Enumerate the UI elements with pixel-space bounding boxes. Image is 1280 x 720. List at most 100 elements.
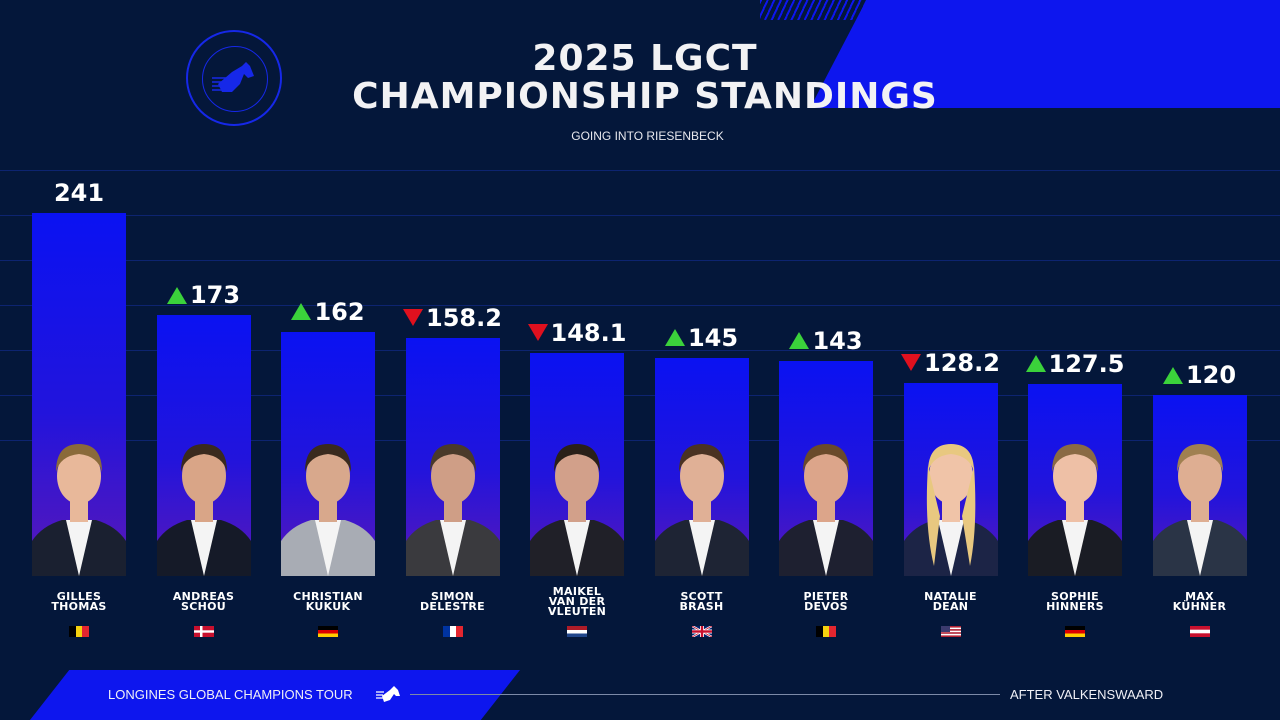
value-text: 120 <box>1185 361 1237 390</box>
footer-note: AFTER VALKENSWAARD <box>1010 687 1164 702</box>
flag-aut-icon <box>1189 626 1210 637</box>
value-label: 241 <box>54 179 104 207</box>
flag-ned-icon <box>567 626 587 637</box>
last-name: KUKUK <box>305 600 351 613</box>
value-label: 173 <box>166 281 241 310</box>
first-name: CHRISTIAN <box>293 590 363 603</box>
horse-icon <box>212 62 254 92</box>
bar-van-der-vleuten <box>530 352 624 576</box>
value-text: 148.1 <box>550 318 627 347</box>
rider-photo <box>156 443 251 576</box>
bar-delestre <box>405 337 500 576</box>
lgct-logo <box>186 30 282 126</box>
value-text: 162 <box>314 297 365 326</box>
trend-up-icon <box>664 329 685 347</box>
flag-usa-icon <box>940 626 961 637</box>
last-name: KÜHNER <box>1172 600 1227 613</box>
first-name: SOPHIE <box>1051 590 1099 603</box>
rider-photo <box>1028 443 1122 576</box>
rider-photo <box>903 443 998 576</box>
rider-name: ANDREAS SCHOU <box>144 591 264 613</box>
flag-gbr-icon <box>691 626 712 637</box>
last-name: DELESTRE <box>420 600 485 613</box>
trend-up-icon <box>291 303 312 321</box>
title-line-2: CHAMPIONSHIP STANDINGS <box>352 76 938 117</box>
value-text: 241 <box>53 179 105 207</box>
rider-name: PIETER DEVOS <box>766 590 886 613</box>
flag-fra-icon <box>442 626 463 637</box>
last-name: DEVOS <box>804 600 848 613</box>
bar-schou <box>156 315 251 576</box>
first-name: NATALIE <box>924 590 977 603</box>
bar-hinners <box>1028 383 1122 576</box>
trend-up-icon <box>1025 355 1046 373</box>
bar-thomas <box>32 213 126 576</box>
rider-photo <box>654 443 749 576</box>
trend-up-icon <box>1162 366 1183 384</box>
trend-up-icon <box>789 332 810 350</box>
trend-down-icon <box>901 354 922 372</box>
bar-brash <box>654 357 749 576</box>
flag-ger-icon <box>1065 626 1085 637</box>
value-text: 128.2 <box>924 348 1000 377</box>
rider-name: MAX KÜHNER <box>1140 590 1260 613</box>
gridline <box>0 440 1280 441</box>
flag-den-icon <box>193 626 214 637</box>
value-text: 173 <box>189 281 241 310</box>
footer-band <box>30 670 520 720</box>
rider-name: SIMON DELESTRE <box>393 590 513 613</box>
page-title: 2025 LGCT CHAMPIONSHIP STANDINGS <box>200 40 1090 116</box>
trend-down-icon <box>403 309 424 327</box>
bar-devos <box>779 360 873 576</box>
rider-name: NATALIE DEAN <box>891 590 1011 613</box>
header-stripes <box>760 0 1280 20</box>
rider-name: CHRISTIAN KUKUK <box>268 590 388 613</box>
bar-dean <box>903 382 998 576</box>
horse-icon <box>376 686 400 702</box>
trend-down-icon <box>527 324 548 342</box>
title-line-1: 2025 LGCT <box>532 38 758 79</box>
rider-photo <box>281 443 375 576</box>
last-name: VAN DER VLEUTEN <box>547 595 607 618</box>
gridline <box>0 305 1280 306</box>
rider-name: SCOTT BRASH <box>642 590 762 613</box>
rider-photo <box>405 443 500 576</box>
first-name: PIETER <box>803 590 849 603</box>
value-label: 120 <box>1162 361 1237 390</box>
first-name: GILLES <box>56 590 102 603</box>
value-text: 145 <box>687 323 739 352</box>
value-label: 158.2 <box>403 304 502 332</box>
last-name: BRASH <box>679 600 724 613</box>
value-text: 158.2 <box>426 303 502 332</box>
first-name: SIMON <box>430 590 475 603</box>
value-label: 128.2 <box>901 349 1000 377</box>
gridline <box>0 260 1280 261</box>
flag-bel-icon <box>816 626 836 637</box>
value-text: 143 <box>812 326 863 355</box>
value-label: 143 <box>789 326 863 355</box>
value-label: 162 <box>291 297 365 326</box>
rider-photo <box>530 443 624 576</box>
rider-name: SOPHIE HINNERS <box>1015 590 1135 613</box>
rider-photo <box>779 443 873 576</box>
bar-kühner <box>1152 395 1247 576</box>
footer-brand: LONGINES GLOBAL CHAMPIONS TOUR <box>108 687 353 702</box>
last-name: DEAN <box>932 600 969 613</box>
first-name: MAIKEL <box>552 585 602 598</box>
last-name: THOMAS <box>51 600 107 613</box>
flag-bel-icon <box>69 626 89 637</box>
rider-name: GILLES THOMAS <box>19 590 139 613</box>
first-name: MAX <box>1185 590 1214 603</box>
bar-kukuk <box>281 331 375 576</box>
value-label: 127.5 <box>1025 350 1124 378</box>
gridline <box>0 170 1280 171</box>
gridline <box>0 395 1280 396</box>
first-name: SCOTT <box>680 590 723 603</box>
last-name: HINNERS <box>1046 600 1104 613</box>
rider-photo <box>32 444 126 576</box>
last-name: SCHOU <box>181 600 226 613</box>
rider-photo <box>1152 443 1247 576</box>
subtitle: GOING INTO RIESENBECK <box>571 129 724 143</box>
gridline <box>0 350 1280 351</box>
flag-ger-icon <box>318 626 338 637</box>
